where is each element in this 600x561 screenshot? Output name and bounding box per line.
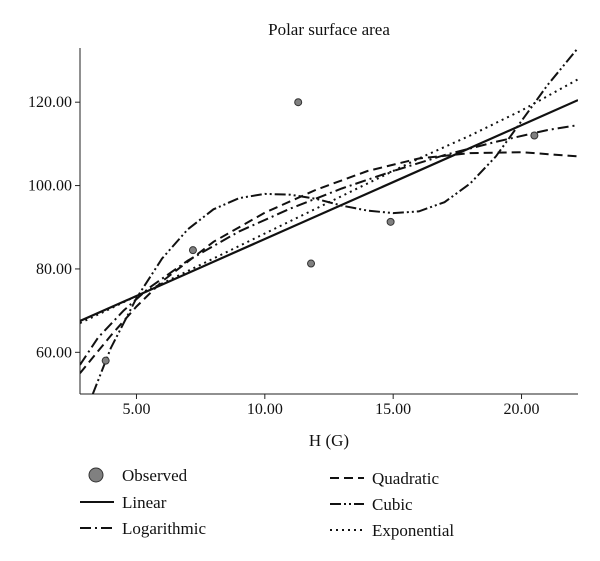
- fit-line-cubic: [91, 48, 578, 394]
- x-tick-label: 5.00: [122, 401, 150, 418]
- legend-label: Exponential: [372, 521, 454, 540]
- plot-area: 5.00 10.00 15.00 20.00 60.00 80.00 100.00 120.0…: [28, 48, 578, 418]
- legend-item-cubic: Cubic: [330, 495, 413, 514]
- observed-point: [294, 98, 303, 107]
- legend-label: Cubic: [372, 495, 413, 514]
- y-tick-label: 100.00: [28, 178, 72, 195]
- x-tick-label: 10.00: [247, 401, 283, 418]
- fit-lines: [80, 48, 578, 394]
- x-axis-label: H (G): [309, 431, 349, 450]
- legend-label: Observed: [122, 466, 188, 485]
- legend-item-exponential: Exponential: [330, 521, 454, 540]
- legend: Observed Linear Logarithmic Quadratic Cubic E…: [80, 466, 454, 540]
- x-tick-label: 15.00: [375, 401, 411, 418]
- legend-label: Linear: [122, 493, 167, 512]
- legend-item-logarithmic: Logarithmic: [80, 519, 206, 538]
- y-tick-label: 80.00: [36, 261, 72, 278]
- observed-point: [307, 259, 316, 268]
- x-tick-label: 20.00: [504, 401, 540, 418]
- observed-point: [101, 356, 110, 365]
- legend-item-quadratic: Quadratic: [330, 469, 439, 488]
- y-tick-label: 120.00: [28, 94, 72, 111]
- fit-line-logarithmic: [80, 124, 578, 366]
- legend-item-observed: Observed: [88, 466, 188, 485]
- legend-item-linear: Linear: [80, 493, 167, 512]
- fit-line-linear: [80, 99, 578, 323]
- observed-points: [101, 98, 539, 365]
- observed-point: [386, 217, 395, 226]
- fit-line-quadratic: [80, 151, 578, 374]
- legend-label: Logarithmic: [122, 519, 206, 538]
- legend-label: Quadratic: [372, 469, 439, 488]
- observed-point: [530, 131, 539, 140]
- legend-swatch: [88, 467, 104, 483]
- y-tick-label: 60.00: [36, 344, 72, 361]
- fit-line-exponential: [80, 78, 578, 325]
- chart-title: Polar surface area: [268, 20, 390, 39]
- observed-point: [188, 246, 197, 255]
